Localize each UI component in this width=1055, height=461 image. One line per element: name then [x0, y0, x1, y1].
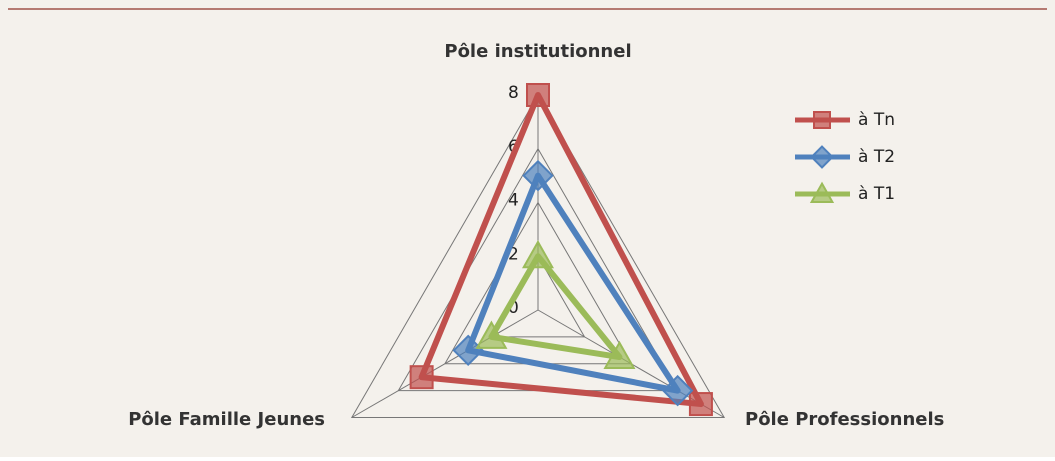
marker [809, 181, 835, 203]
series-line [488, 253, 623, 361]
marker [688, 392, 713, 417]
axis-label: Pôle institutionnel [444, 41, 631, 62]
legend-label: à Tn [858, 110, 895, 130]
axis-label: Pôle Famille Jeunes [128, 409, 325, 430]
marker [603, 340, 636, 370]
marker [475, 320, 508, 349]
y-tick-label: 4 [508, 191, 519, 211]
y-tick-label: 2 [508, 244, 519, 264]
legend-label: à T2 [858, 147, 895, 167]
marker [526, 83, 550, 107]
marker [409, 365, 434, 390]
marker [522, 159, 554, 192]
legend-label: à T1 [858, 184, 895, 204]
spoke [351, 309, 539, 418]
marker [813, 111, 831, 129]
axis-label: Pôle Professionnels [745, 409, 944, 430]
marker [661, 374, 694, 407]
grid-ring [350, 93, 726, 418]
series-line [465, 172, 681, 394]
series-line [418, 92, 704, 408]
marker [521, 239, 555, 269]
y-tick-label: 0 [508, 298, 519, 318]
marker [810, 145, 834, 169]
y-tick-label: 8 [508, 83, 519, 103]
